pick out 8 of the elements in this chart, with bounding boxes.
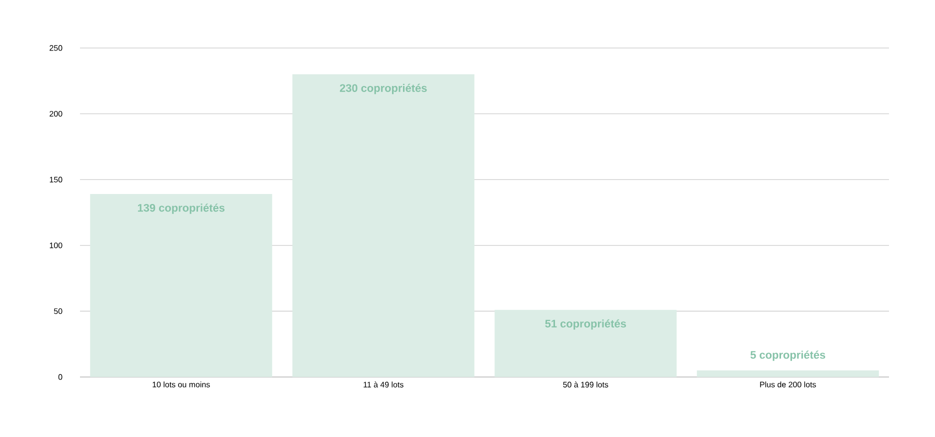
bar	[292, 74, 474, 377]
bar	[696, 370, 879, 377]
data-label: 139 copropriétés	[138, 204, 225, 214]
data-label: 51 copropriétés	[545, 319, 626, 330]
data-label: 5 copropriétés	[750, 350, 826, 361]
bar	[494, 310, 677, 377]
data-label: 230 copropriétés	[340, 84, 427, 94]
bar	[90, 194, 272, 377]
